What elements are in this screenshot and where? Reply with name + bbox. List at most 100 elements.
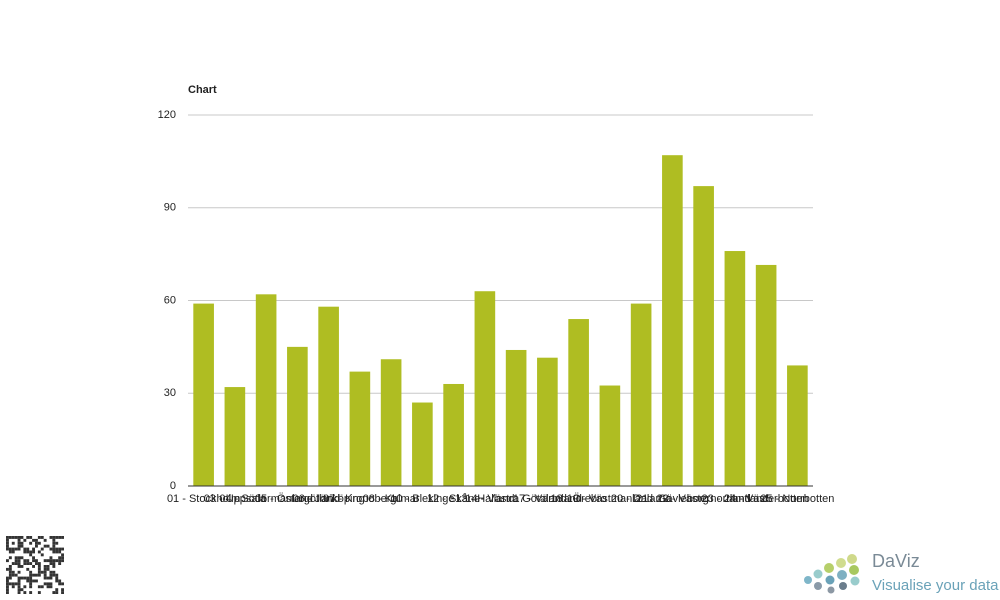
qr-cell	[61, 547, 64, 551]
bar	[568, 319, 589, 486]
qr-cell	[6, 541, 9, 545]
qr-cell	[6, 536, 9, 539]
x-tick-label: 08 - Kalmar	[363, 493, 420, 505]
qr-code	[6, 536, 64, 594]
x-tick-label: 23 - Jämtland	[702, 493, 769, 505]
qr-cell	[35, 544, 38, 548]
qr-cell	[55, 550, 59, 554]
qr-cell	[49, 559, 53, 563]
qr-cell	[26, 562, 30, 565]
qr-cell	[20, 556, 24, 560]
qr-cell	[58, 556, 62, 560]
x-tick-label: 24 - Västerbotten	[724, 493, 808, 505]
qr-cell	[26, 559, 30, 563]
qr-cell	[6, 559, 9, 563]
qr-cell	[11, 585, 15, 589]
qr-cell	[32, 565, 35, 568]
y-tick-label: 30	[164, 387, 176, 399]
qr-cell	[55, 573, 59, 577]
qr-cell	[58, 547, 62, 551]
qr-cell	[61, 536, 64, 539]
qr-cell	[32, 538, 35, 542]
qr-cell	[8, 556, 12, 560]
qr-cell	[8, 573, 12, 577]
qr-cell	[8, 547, 12, 551]
qr-cell	[23, 585, 27, 589]
x-tick-label: 04 - Södermanland	[219, 493, 313, 505]
bar	[537, 357, 558, 486]
qr-cell	[43, 559, 47, 563]
qr-cell	[32, 573, 35, 577]
bar	[287, 346, 308, 486]
qr-cell	[49, 562, 53, 565]
qr-cell	[43, 570, 47, 574]
bar	[755, 264, 777, 486]
qr-cell	[11, 547, 15, 551]
qr-cell	[17, 570, 21, 574]
qr-cell	[37, 536, 41, 539]
bar	[787, 365, 808, 486]
qr-cell	[11, 536, 15, 539]
qr-cell	[37, 541, 41, 545]
qr-cell	[8, 550, 12, 554]
qr-cell	[35, 538, 38, 542]
qr-cell	[6, 582, 9, 586]
qr-cell	[23, 562, 27, 565]
qr-cell	[14, 536, 18, 539]
qr-cell	[49, 556, 53, 560]
qr-cell	[49, 547, 53, 551]
qr-cell	[52, 538, 56, 542]
qr-cell	[26, 550, 30, 554]
qr-cell	[58, 559, 62, 563]
qr-cell	[52, 547, 56, 551]
qr-cell	[8, 570, 12, 574]
qr-cell	[46, 582, 50, 586]
qr-cell	[23, 576, 27, 580]
qr-cell	[29, 573, 33, 577]
qr-cell	[61, 559, 64, 563]
qr-cell	[37, 550, 41, 554]
qr-cell	[32, 559, 35, 563]
x-tick-label: 01 - Stockholm	[167, 493, 240, 505]
qr-cell	[61, 588, 64, 592]
qr-cell	[8, 567, 12, 571]
qr-cell	[61, 553, 64, 557]
qr-cell	[52, 562, 56, 565]
qr-cell	[52, 541, 56, 545]
qr-cell	[17, 559, 21, 563]
qr-cell	[40, 547, 44, 551]
qr-cell	[17, 541, 21, 545]
qr-cell	[58, 562, 62, 565]
qr-cell	[14, 556, 18, 560]
bar	[412, 402, 433, 486]
qr-cell	[55, 536, 59, 539]
qr-cell	[26, 547, 30, 551]
qr-cell	[32, 579, 35, 583]
qr-cell	[6, 591, 9, 594]
qr-cell	[52, 559, 56, 563]
qr-cell	[29, 570, 33, 574]
qr-cell	[26, 576, 30, 580]
qr-cell	[55, 547, 59, 551]
qr-cell	[49, 573, 53, 577]
qr-cell	[6, 567, 9, 571]
qr-cell	[20, 541, 24, 545]
qr-cell	[46, 544, 50, 548]
qr-cell	[23, 538, 27, 542]
qr-cell	[37, 562, 41, 565]
qr-cell	[11, 573, 15, 577]
x-tick-label: 19 - Västmanland	[567, 493, 653, 505]
qr-cell	[35, 562, 38, 565]
qr-cell	[26, 579, 30, 583]
qr-cell	[43, 565, 47, 568]
qr-cell	[35, 541, 38, 545]
qr-cell	[37, 573, 41, 577]
y-tick-label: 60	[164, 294, 176, 306]
qr-cell	[11, 582, 15, 586]
bar	[224, 387, 246, 486]
qr-cell	[49, 585, 53, 589]
qr-cell	[17, 576, 21, 580]
qr-cell	[32, 556, 35, 560]
qr-cell	[23, 550, 27, 554]
bar	[380, 359, 402, 486]
